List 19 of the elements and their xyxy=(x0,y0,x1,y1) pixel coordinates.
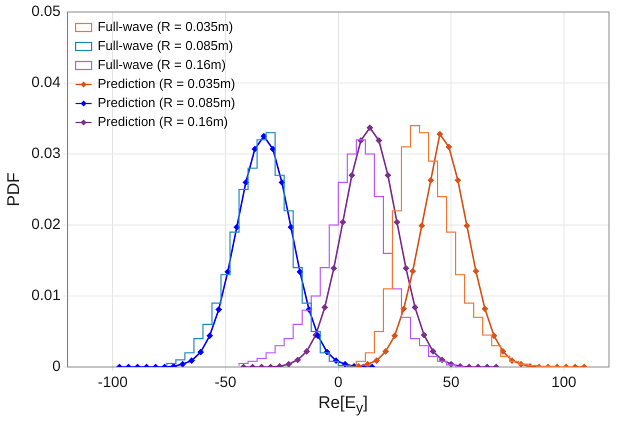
y-tick-label: 0.03 xyxy=(31,145,61,162)
x-axis-title: Re[E$_{y}$] xyxy=(317,393,369,416)
y-tick-label: 0.02 xyxy=(31,216,61,234)
x-tick-label: -100 xyxy=(98,374,128,392)
x-tick-label: 100 xyxy=(551,374,576,392)
x-tick-label: 0 xyxy=(334,374,342,392)
y-axis-title: PDF xyxy=(4,172,23,206)
y-tick-label: 0.04 xyxy=(31,74,61,92)
y-tick-label: 0.01 xyxy=(31,287,61,304)
legend-label: Full-wave (R = 0.085m) xyxy=(98,38,234,54)
y-tick-label: 0.05 xyxy=(31,3,61,20)
legend-label: Prediction (R = 0.035m) xyxy=(98,76,236,92)
legend-label: Full-wave (R = 0.16m) xyxy=(98,57,226,72)
y-tick-label: 0 xyxy=(52,358,61,376)
legend-label: Full-wave (R = 0.035m) xyxy=(98,19,234,34)
x-tick-label: 50 xyxy=(442,374,460,392)
x-tick-label: -50 xyxy=(214,374,236,392)
legend-label: Prediction (R = 0.085m) xyxy=(98,95,236,110)
legend-label: Prediction (R = 0.16m) xyxy=(98,114,228,130)
